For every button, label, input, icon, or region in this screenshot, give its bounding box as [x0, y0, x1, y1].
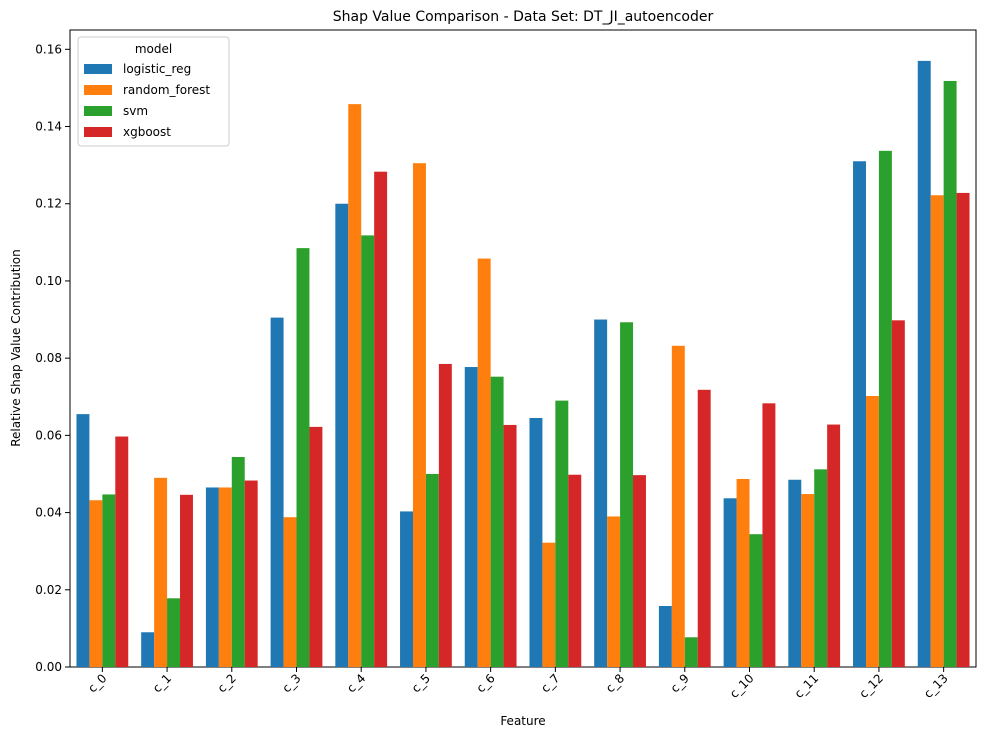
- legend-swatch-xgboost: [84, 127, 112, 137]
- bar-logistic_reg-c_5: [400, 511, 413, 667]
- bar-svm-c_1: [167, 598, 181, 667]
- bar-logistic_reg-c_9: [658, 606, 672, 667]
- legend-swatch-svm: [84, 106, 112, 116]
- x-axis-ticks: c_0 c_1 c_2 c_3 c_4 c_5 c_6 c_7 c_8 c_9 c_10 c_11 c_…: [85, 667, 951, 701]
- y-axis-ticks: 0.00 0.02 0.04 0.06 0.08 0.10 0.12 0.14 0.16: [35, 42, 70, 674]
- bar-logistic_reg-c_0: [76, 414, 90, 667]
- bar-xgboost-c_12: [891, 320, 905, 667]
- y-tick-label: 0.04: [35, 506, 62, 520]
- bar-xgboost-c_2: [244, 480, 258, 667]
- bar-logistic_reg-c_10: [723, 498, 737, 667]
- x-tick-label: c_2: [215, 671, 239, 695]
- legend-box: [77, 36, 230, 147]
- bar-logistic_reg-c_7: [529, 417, 543, 667]
- x-tick-label: c_5: [409, 671, 433, 695]
- legend-label-xgboost: xgboost: [123, 125, 171, 139]
- legend-label-random_forest: random_forest: [123, 83, 210, 97]
- bar-svm-c_6: [490, 376, 504, 667]
- bar-random_forest-c_5: [412, 163, 426, 667]
- x-tick-label: c_3: [279, 671, 303, 695]
- bar-svm-c_10: [749, 534, 763, 667]
- x-tick-label: c_8: [603, 671, 627, 695]
- bar-random_forest-c_3: [283, 517, 297, 667]
- plot-area: [69, 29, 977, 668]
- bar-svm-c_2: [231, 456, 245, 667]
- y-tick-label: 0.06: [35, 428, 62, 442]
- x-tick-label: c_9: [668, 671, 692, 695]
- bar-random_forest-c_9: [671, 345, 685, 667]
- bar-xgboost-c_11: [827, 424, 841, 667]
- bar-xgboost-c_3: [309, 426, 323, 667]
- bar-svm-c_13: [943, 80, 957, 667]
- bar-xgboost-c_6: [503, 424, 517, 667]
- bar-random_forest-c_13: [930, 195, 944, 667]
- x-tick-label: c_11: [792, 671, 822, 701]
- bar-xgboost-c_7: [568, 474, 582, 667]
- bar-logistic_reg-c_4: [335, 203, 349, 667]
- chart-title: Shap Value Comparison - Data Set: DT_JI_…: [333, 9, 714, 25]
- bar-logistic_reg-c_8: [594, 319, 608, 667]
- bar-svm-c_12: [878, 150, 892, 667]
- y-tick-label: 0.14: [35, 120, 62, 134]
- bar-random_forest-c_7: [542, 542, 556, 667]
- bar-svm-c_8: [620, 322, 634, 667]
- bar-random_forest-c_10: [736, 478, 750, 667]
- plot-frame: [69, 29, 977, 668]
- bar-logistic_reg-c_13: [917, 60, 931, 668]
- y-tick-label: 0.00: [35, 660, 62, 674]
- bar-xgboost-c_4: [374, 171, 388, 667]
- x-tick-label: c_1: [150, 671, 174, 695]
- bar-xgboost-c_10: [762, 403, 776, 667]
- bar-random_forest-c_12: [865, 395, 879, 667]
- bar-xgboost-c_8: [633, 475, 646, 667]
- bar-random_forest-c_0: [89, 500, 103, 667]
- bar-xgboost-c_5: [438, 363, 452, 667]
- bar-xgboost-c_9: [697, 389, 711, 667]
- bar-logistic_reg-c_1: [141, 632, 155, 667]
- bar-svm-c_11: [814, 469, 828, 667]
- bar-logistic_reg-c_3: [270, 317, 284, 667]
- x-tick-label: c_6: [474, 671, 498, 695]
- bar-svm-c_7: [555, 400, 569, 667]
- bar-random_forest-c_8: [607, 516, 621, 667]
- x-tick-label: c_13: [921, 671, 951, 701]
- y-tick-label: 0.08: [35, 351, 62, 365]
- bar-random_forest-c_11: [801, 494, 815, 667]
- legend-title: model: [135, 42, 172, 56]
- bars-group: [76, 60, 970, 668]
- y-tick-label: 0.02: [35, 583, 62, 597]
- bar-xgboost-c_13: [956, 192, 970, 667]
- y-axis-label: Relative Shap Value Contribution: [9, 249, 23, 447]
- bar-random_forest-c_2: [218, 487, 232, 667]
- x-tick-label: c_10: [727, 671, 757, 701]
- bar-random_forest-c_6: [477, 258, 491, 667]
- bar-logistic_reg-c_11: [788, 479, 802, 667]
- legend-label-svm: svm: [123, 104, 148, 118]
- bar-logistic_reg-c_2: [205, 487, 219, 667]
- bar-svm-c_9: [684, 637, 698, 667]
- bar-random_forest-c_1: [154, 477, 168, 667]
- bar-xgboost-c_1: [180, 494, 193, 667]
- y-tick-label: 0.16: [35, 42, 62, 56]
- legend-label-logistic_reg: logistic_reg: [123, 62, 191, 76]
- legend-swatch-logistic_reg: [84, 64, 112, 74]
- bar-svm-c_3: [296, 248, 310, 667]
- bar-xgboost-c_0: [115, 436, 129, 667]
- x-tick-label: c_0: [85, 671, 109, 695]
- x-tick-label: c_4: [344, 671, 368, 695]
- bar-svm-c_5: [425, 473, 439, 667]
- x-tick-label: c_7: [538, 671, 562, 695]
- y-tick-label: 0.12: [35, 197, 62, 211]
- x-axis-label: Feature: [500, 714, 545, 728]
- bar-random_forest-c_4: [348, 104, 362, 667]
- bar-svm-c_0: [102, 494, 116, 667]
- bar-logistic_reg-c_6: [464, 367, 478, 667]
- y-tick-label: 0.10: [35, 274, 62, 288]
- x-tick-label: c_12: [856, 671, 886, 701]
- bar-svm-c_4: [361, 235, 375, 667]
- legend-swatch-random_forest: [84, 85, 112, 95]
- bar-logistic_reg-c_12: [853, 161, 866, 667]
